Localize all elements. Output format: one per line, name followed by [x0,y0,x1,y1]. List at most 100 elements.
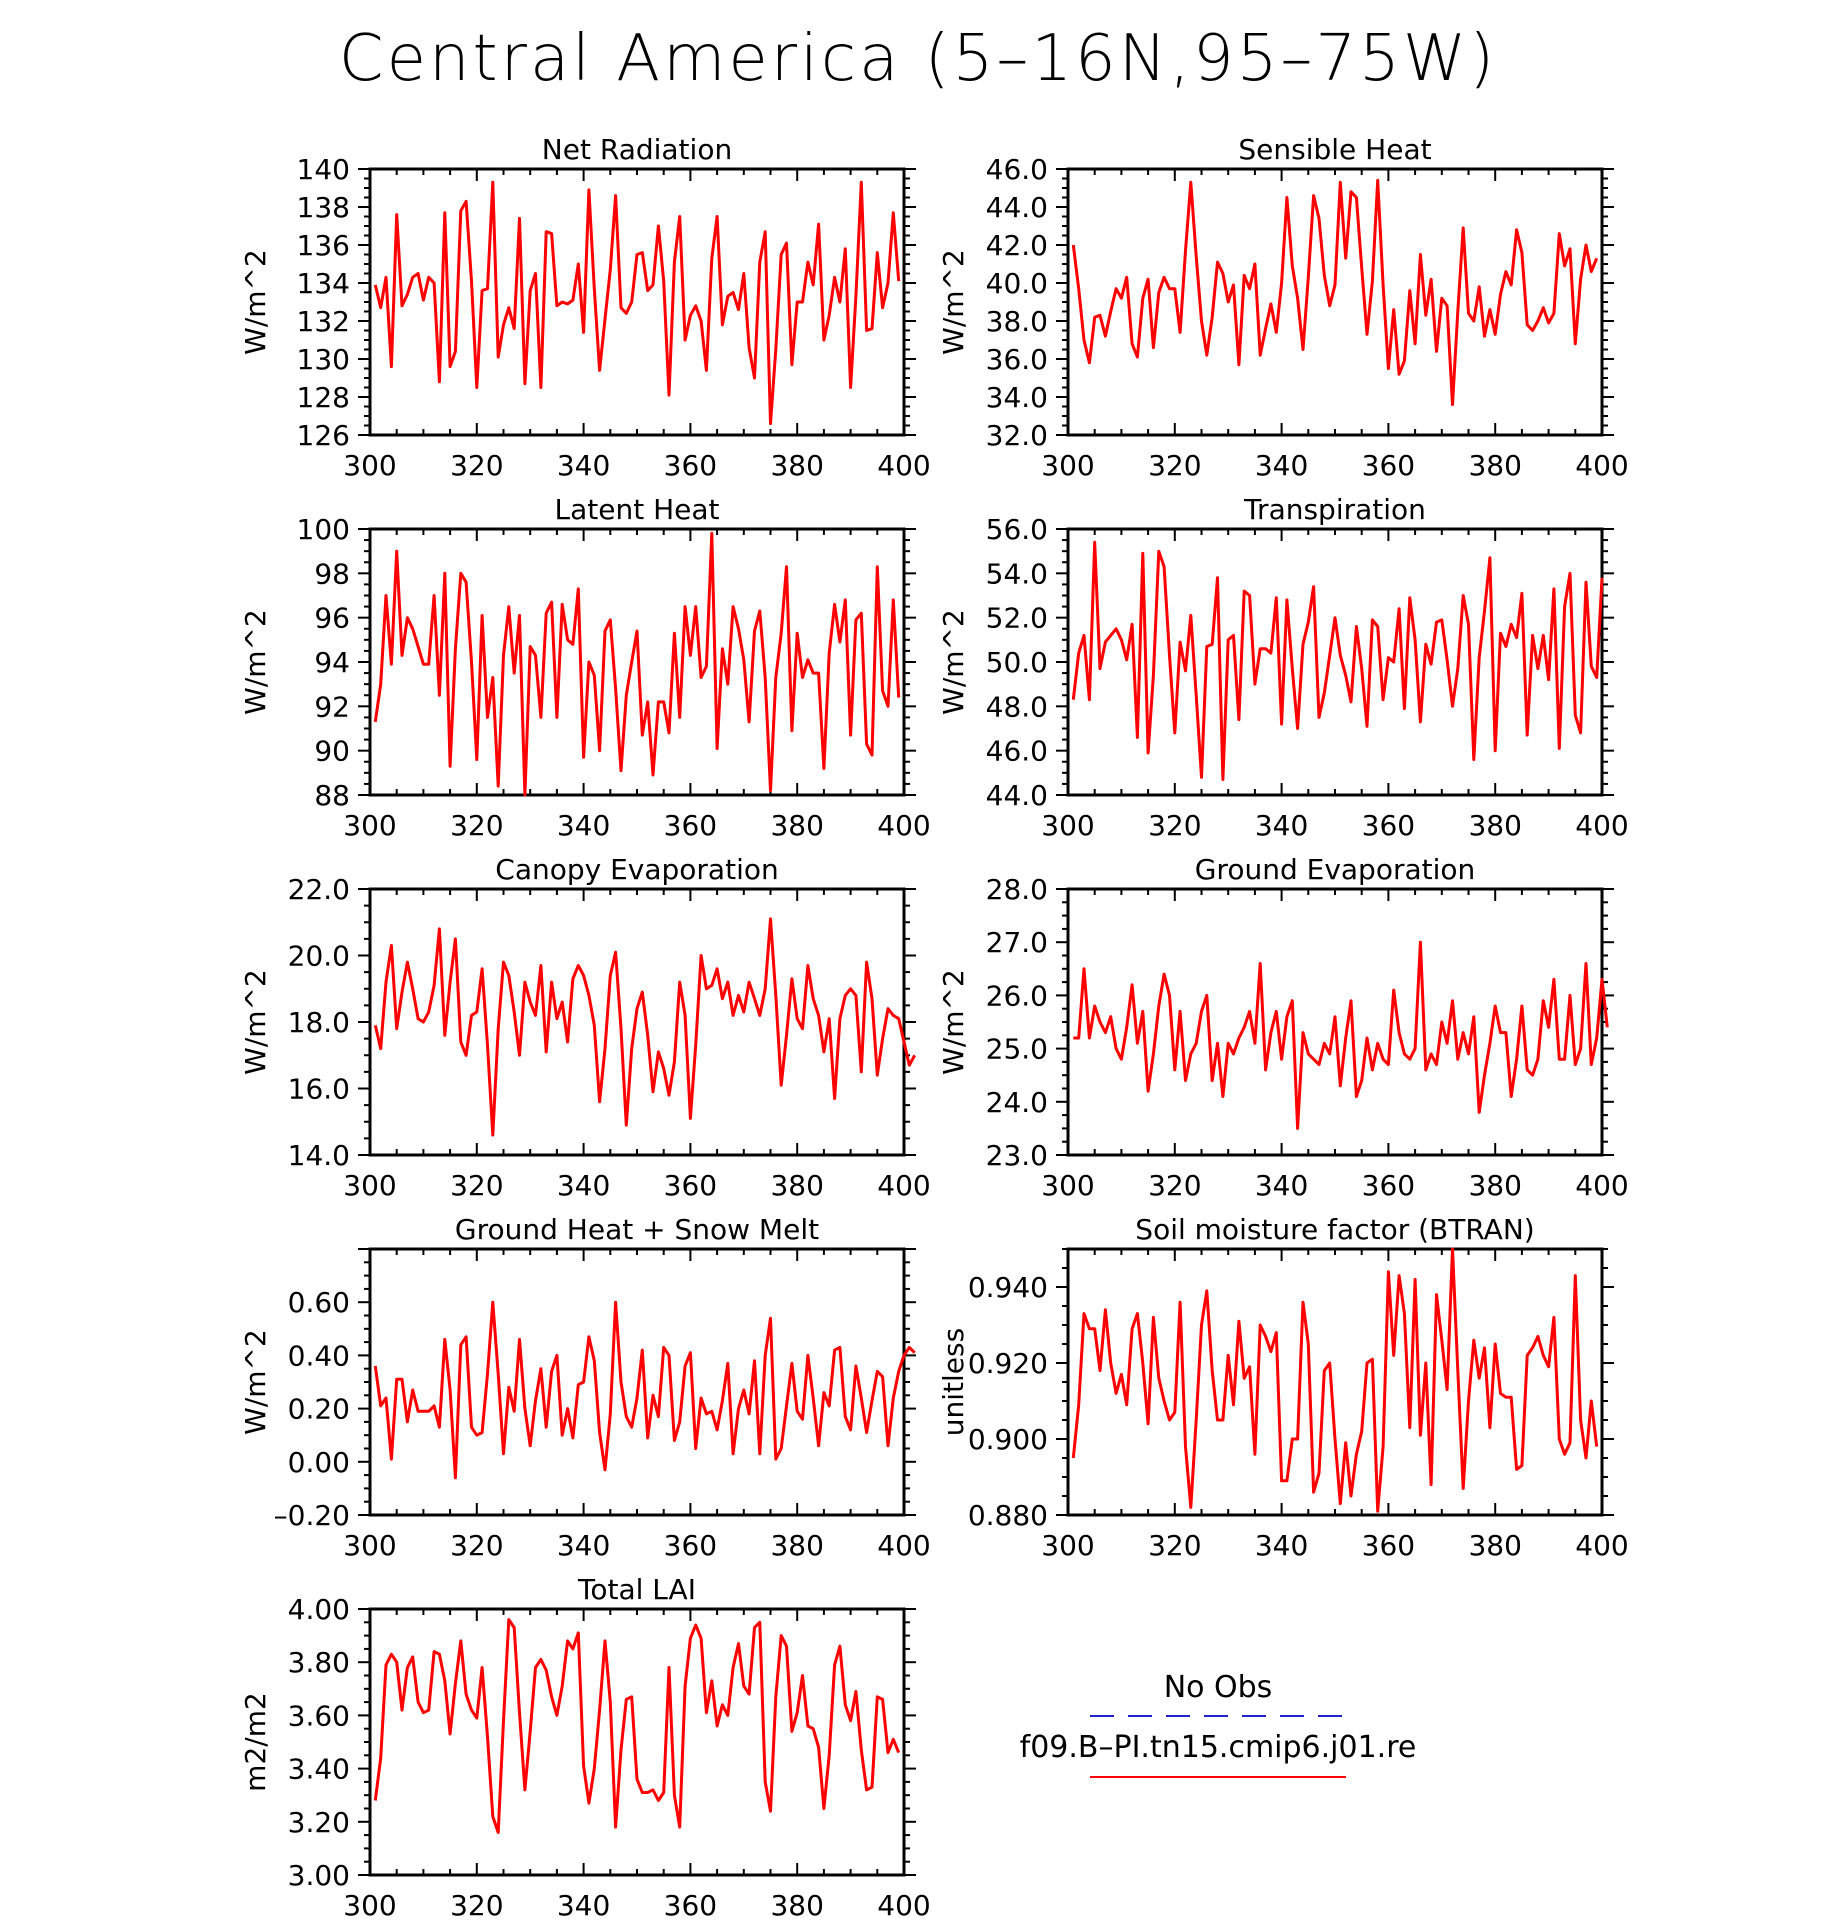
chart5-xtick-label: 360 [664,1169,717,1202]
chart5-ytick-label: 18.0 [288,1006,350,1039]
chart2-xtick-label: 300 [1041,449,1094,482]
chart1-xtick-label: 360 [664,449,717,482]
chart5-xtick-label: 400 [877,1169,930,1202]
chart3-xtick-label: 320 [450,809,503,842]
chart9-ytick-label: 4.00 [288,1593,350,1626]
chart2-xtick-label: 380 [1468,449,1521,482]
chart3-series-line [373,531,901,797]
legend-label-model: f09.B–PI.tn15.cmip6.j01.re [1020,1730,1417,1765]
chart8-ylabel: unitless [937,1328,970,1436]
chart2-series-line [1071,178,1599,407]
chart1-ytick-label: 132 [297,305,350,338]
chart6-xtick-label: 360 [1362,1169,1415,1202]
chart7-ytick-label: 0.00 [288,1446,350,1479]
chart5-ytick-label: 22.0 [288,873,350,906]
chart8-ytick-label: 0.920 [968,1347,1048,1380]
chart4-xtick-label: 320 [1148,809,1201,842]
chart2-ytick-label: 36.0 [986,343,1048,376]
chart3-ytick-label: 88 [314,779,350,812]
chart7-ytick-label: –0.20 [274,1499,350,1532]
chart9-xtick-label: 400 [877,1889,930,1922]
chart9-ytick-label: 3.60 [288,1699,350,1732]
chart7-ytick-label: 0.20 [288,1393,350,1426]
chart8-ytick-label: 0.880 [968,1499,1048,1532]
chart6-xtick-label: 300 [1041,1169,1094,1202]
chart3-ytick-label: 100 [297,513,350,546]
chart9-title: Total LAI [577,1573,696,1606]
chart7-ytick-label: 0.40 [288,1339,350,1372]
chart6-title: Ground Evaporation [1195,853,1476,886]
chart6-ytick-label: 27.0 [986,926,1048,959]
chart1-xtick-label: 300 [343,449,396,482]
legend-label-no-obs: No Obs [1164,1670,1273,1705]
chart6-ylabel: W/m^2 [937,969,970,1075]
chart1-ytick-label: 128 [297,381,350,414]
chart3-ytick-label: 92 [314,690,350,723]
chart4-xtick-label: 400 [1575,809,1628,842]
chart2-frame [1066,167,1604,437]
chart9-ylabel: m2/m2 [239,1692,272,1792]
chart8-xtick-label: 320 [1148,1529,1201,1562]
chart2-ytick-label: 38.0 [986,305,1048,338]
chart7-xtick-label: 340 [557,1529,610,1562]
chart1-series-line [373,180,901,426]
chart2-ytick-label: 44.0 [986,191,1048,224]
chart9-frame [368,1607,906,1877]
chart6-xtick-label: 340 [1255,1169,1308,1202]
chart6-ytick-label: 24.0 [986,1086,1048,1119]
chart5-ytick-label: 20.0 [288,940,350,973]
chart1-xtick-label: 340 [557,449,610,482]
chart6-ytick-label: 25.0 [986,1033,1048,1066]
chart4-ytick-label: 56.0 [986,513,1048,546]
chart5-series-line [373,917,917,1137]
chart1-ylabel: W/m^2 [239,249,272,355]
chart4-xtick-label: 380 [1468,809,1521,842]
chart4-ylabel: W/m^2 [937,609,970,715]
chart7-xtick-label: 400 [877,1529,930,1562]
chart3-ytick-label: 94 [314,646,350,679]
chart8-ytick-label: 0.900 [968,1423,1048,1456]
chart3-ytick-label: 98 [314,557,350,590]
chart2-ytick-label: 32.0 [986,419,1048,452]
chart9-series-line [373,1618,901,1834]
chart6-ytick-label: 23.0 [986,1139,1048,1172]
chart8-title: Soil moisture factor (BTRAN) [1135,1213,1534,1246]
chart4-frame [1066,527,1604,797]
chart3-xtick-label: 380 [770,809,823,842]
chart4-title: Transpiration [1243,493,1426,526]
chart4-xtick-label: 300 [1041,809,1094,842]
chart3-xtick-label: 400 [877,809,930,842]
chart1-xtick-label: 380 [770,449,823,482]
chart8-xtick-label: 400 [1575,1529,1628,1562]
chart3-title: Latent Heat [554,493,719,526]
chart4-ytick-label: 52.0 [986,602,1048,635]
chart1-title: Net Radiation [542,133,732,166]
page-title: Central America (5–16N,95–75W) [338,22,1498,96]
chart8-frame [1066,1247,1604,1517]
chart5-title: Canopy Evaporation [495,853,778,886]
chart3-xtick-label: 300 [343,809,396,842]
chart2-ytick-label: 40.0 [986,267,1048,300]
chart1-xtick-label: 400 [877,449,930,482]
chart2-xtick-label: 360 [1362,449,1415,482]
chart2-ytick-label: 34.0 [986,381,1048,414]
chart9-xtick-label: 360 [664,1889,717,1922]
chart9-ytick-label: 3.80 [288,1646,350,1679]
chart1-ytick-label: 134 [297,267,350,300]
chart4-ytick-label: 44.0 [986,779,1048,812]
chart2-xtick-label: 320 [1148,449,1201,482]
chart1-ytick-label: 126 [297,419,350,452]
chart9-ytick-label: 3.40 [288,1753,350,1786]
chart9-xtick-label: 340 [557,1889,610,1922]
chart2-ylabel: W/m^2 [937,249,970,355]
chart6-xtick-label: 400 [1575,1169,1628,1202]
chart5-frame [368,887,906,1157]
chart7-ytick-label: 0.60 [288,1286,350,1319]
chart9-xtick-label: 320 [450,1889,503,1922]
chart9-xtick-label: 300 [343,1889,396,1922]
chart5-ytick-label: 14.0 [288,1139,350,1172]
chart5-ytick-label: 16.0 [288,1073,350,1106]
chart1-ytick-label: 130 [297,343,350,376]
chart1-ytick-label: 140 [297,153,350,186]
